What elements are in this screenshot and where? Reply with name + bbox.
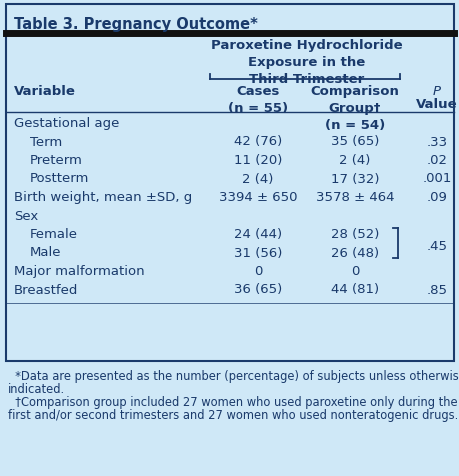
Text: *Data are presented as the number (percentage) of subjects unless otherwise: *Data are presented as the number (perce…	[8, 369, 459, 382]
Text: 36 (65): 36 (65)	[233, 283, 281, 296]
Text: Variable: Variable	[14, 85, 76, 98]
Text: 0: 0	[253, 265, 262, 278]
Text: Term: Term	[30, 135, 62, 148]
Text: Comparison
Group†
(n = 54): Comparison Group† (n = 54)	[310, 85, 398, 132]
Text: Female: Female	[30, 228, 78, 240]
Text: 24 (44): 24 (44)	[234, 228, 281, 240]
Text: .09: .09	[425, 190, 447, 204]
Text: 28 (52): 28 (52)	[330, 228, 378, 240]
Text: 3578 ± 464: 3578 ± 464	[315, 190, 393, 204]
Text: 35 (65): 35 (65)	[330, 135, 378, 148]
Text: Gestational age: Gestational age	[14, 117, 119, 130]
Text: Sex: Sex	[14, 209, 38, 222]
Text: $\it{P}$: $\it{P}$	[431, 85, 441, 98]
Text: Table 3. Pregnancy Outcome*: Table 3. Pregnancy Outcome*	[14, 17, 257, 32]
Text: .02: .02	[425, 154, 447, 167]
Text: Birth weight, mean ±SD, g: Birth weight, mean ±SD, g	[14, 190, 192, 204]
Text: 2 (4): 2 (4)	[242, 172, 273, 185]
Text: Postterm: Postterm	[30, 172, 89, 185]
Text: 11 (20): 11 (20)	[233, 154, 281, 167]
Text: 31 (56): 31 (56)	[233, 246, 281, 259]
Text: Cases
(n = 55): Cases (n = 55)	[228, 85, 287, 115]
Text: 2 (4): 2 (4)	[339, 154, 370, 167]
Text: 42 (76): 42 (76)	[233, 135, 281, 148]
Text: 44 (81): 44 (81)	[330, 283, 378, 296]
Text: .45: .45	[425, 240, 447, 253]
Text: 26 (48): 26 (48)	[330, 246, 378, 259]
Text: Male: Male	[30, 246, 62, 259]
Bar	[6, 5, 453, 361]
Text: Breastfed: Breastfed	[14, 283, 78, 296]
Text: Value: Value	[415, 98, 457, 111]
Text: indicated.: indicated.	[8, 382, 65, 395]
Text: .85: .85	[425, 283, 447, 296]
Text: 3394 ± 650: 3394 ± 650	[218, 190, 297, 204]
Text: Preterm: Preterm	[30, 154, 83, 167]
Text: 17 (32): 17 (32)	[330, 172, 378, 185]
Text: .001: .001	[421, 172, 451, 185]
Text: .33: .33	[425, 135, 447, 148]
Text: Major malformation: Major malformation	[14, 265, 144, 278]
Text: †Comparison group included 27 women who used paroxetine only during the: †Comparison group included 27 women who …	[8, 395, 457, 408]
Text: 0: 0	[350, 265, 358, 278]
Text: Paroxetine Hydrochloride
Exposure in the
Third Trimester: Paroxetine Hydrochloride Exposure in the…	[210, 39, 402, 86]
Text: first and/or second trimesters and 27 women who used nonteratogenic drugs.: first and/or second trimesters and 27 wo…	[8, 408, 457, 421]
